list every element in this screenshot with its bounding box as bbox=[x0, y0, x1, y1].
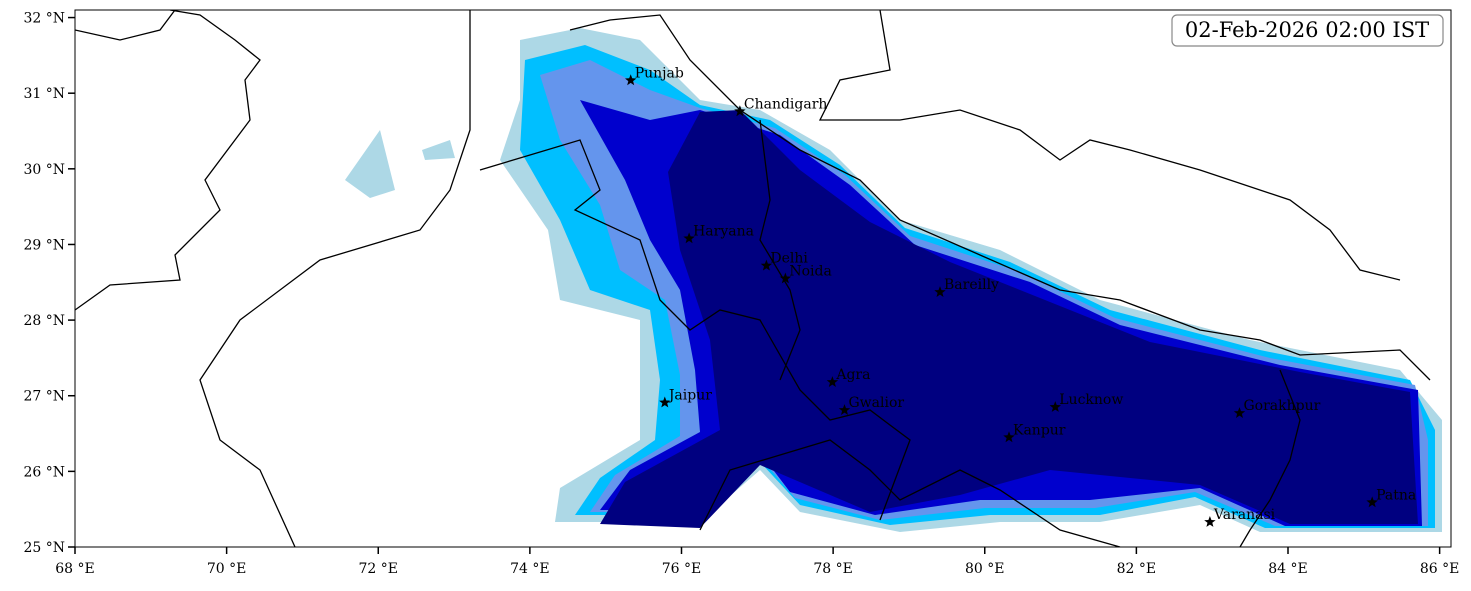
plot-frame bbox=[74, 9, 1452, 548]
city-marker bbox=[734, 105, 746, 117]
city-marker bbox=[826, 376, 839, 387]
y-tick-label: 32 °N bbox=[23, 11, 65, 27]
x-tick-label: 68 °E bbox=[55, 561, 94, 577]
city-label: Chandigarh bbox=[744, 96, 828, 112]
border-line bbox=[75, 10, 176, 41]
city-label: Delhi bbox=[770, 251, 808, 267]
city-marker bbox=[838, 404, 851, 415]
y-tick-label: 28 °N bbox=[23, 313, 65, 329]
city-marker bbox=[760, 259, 773, 271]
city-marker bbox=[1366, 496, 1378, 508]
timestamp: 02-Feb-2026 02:00 IST bbox=[1185, 18, 1429, 42]
x-tick-label: 86 °E bbox=[1420, 561, 1459, 577]
city-marker bbox=[625, 74, 637, 86]
city-label: Punjab bbox=[635, 65, 684, 81]
city-label: Patna bbox=[1376, 487, 1416, 503]
border-line bbox=[75, 10, 261, 311]
city-marker bbox=[934, 286, 946, 297]
x-tick-label: 78 °E bbox=[813, 561, 852, 577]
y-tick-label: 29 °N bbox=[23, 237, 65, 253]
border-line bbox=[199, 10, 471, 547]
precipitation-field bbox=[345, 28, 1442, 532]
city-label: Lucknow bbox=[1059, 392, 1123, 408]
city-label: Varanasi bbox=[1213, 507, 1276, 523]
y-tick-label: 26 °N bbox=[23, 464, 65, 480]
y-tick-label: 31 °N bbox=[23, 86, 65, 102]
city-label: Jaipur bbox=[667, 388, 712, 404]
x-tick-label: 80 °E bbox=[965, 561, 1004, 577]
city-marker bbox=[1003, 431, 1015, 443]
city-marker bbox=[1049, 401, 1061, 412]
city-marker bbox=[779, 272, 792, 284]
border-line bbox=[1239, 369, 1301, 547]
border-line bbox=[569, 14, 1431, 381]
border-line bbox=[818, 10, 1401, 281]
x-tick-label: 74 °E bbox=[510, 561, 549, 577]
y-tick-label: 30 °N bbox=[23, 162, 65, 178]
city-label: Bareilly bbox=[944, 277, 999, 293]
x-tick-label: 70 °E bbox=[207, 561, 246, 577]
city-marker bbox=[1204, 516, 1216, 527]
precip-navy bbox=[600, 110, 1418, 528]
city-marker bbox=[1233, 407, 1246, 418]
x-tick-label: 72 °E bbox=[359, 561, 398, 577]
x-tick-label: 76 °E bbox=[662, 561, 701, 577]
city-label: Kanpur bbox=[1013, 422, 1066, 438]
city-label: Noida bbox=[789, 264, 831, 280]
x-tick-label: 82 °E bbox=[1117, 561, 1156, 577]
border-line bbox=[479, 139, 911, 521]
x-tick-label: 84 °E bbox=[1268, 561, 1307, 577]
border-line bbox=[699, 439, 1121, 547]
y-tick-label: 25 °N bbox=[23, 540, 65, 556]
axis-ticks: 68 °E 70 °E 72 °E 74 °E 76 °E 78 °E 80 °E 82 °E… bbox=[23, 11, 1459, 577]
city-marker bbox=[683, 232, 695, 244]
borders bbox=[75, 10, 1431, 547]
city-label: Gorakhpur bbox=[1243, 398, 1320, 414]
city-marker bbox=[659, 396, 671, 408]
city-label: Haryana bbox=[693, 223, 754, 239]
city-label: Gwalior bbox=[848, 395, 904, 411]
border-line bbox=[759, 119, 801, 381]
timestamp-box bbox=[1171, 14, 1444, 47]
y-tick-label: 27 °N bbox=[23, 389, 65, 405]
city-label: Agra bbox=[835, 367, 870, 383]
